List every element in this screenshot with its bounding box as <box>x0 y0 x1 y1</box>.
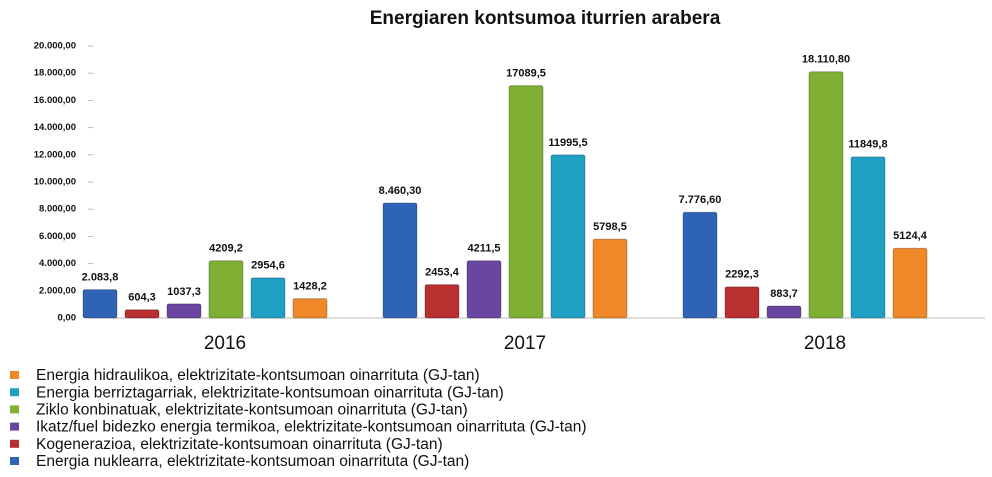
bar <box>250 277 286 319</box>
x-tick-label: 2018 <box>804 333 846 354</box>
value-label: 2954,6 <box>251 260 285 272</box>
legend-label: Energia berriztagarriak, elektrizitate-k… <box>36 384 504 401</box>
bar <box>382 202 418 319</box>
value-label: 17089,5 <box>506 67 546 79</box>
value-label: 18.110,80 <box>802 54 850 66</box>
value-label: 11995,5 <box>548 137 587 149</box>
y-tick-label: 4.000,00 <box>39 258 76 269</box>
value-label: 5798,5 <box>593 221 627 233</box>
y-tick-label: 20.000,00 <box>34 41 76 52</box>
legend-swatch <box>10 388 19 397</box>
legend-swatch <box>10 405 19 414</box>
bar <box>166 303 202 319</box>
y-tick-label: 16.000,00 <box>34 95 76 106</box>
bar <box>208 260 244 319</box>
legend-label: Ziklo konbinatuak, elektrizitate-kontsum… <box>36 401 468 418</box>
y-tick-label: 8.000,00 <box>39 204 76 215</box>
y-tick-label: 10.000,00 <box>34 177 76 188</box>
bar <box>850 156 886 319</box>
value-label: 883,7 <box>770 288 798 300</box>
value-label: 4211,5 <box>467 243 500 255</box>
value-label: 11849,8 <box>848 139 887 151</box>
bar <box>292 298 328 319</box>
legend-label: Ikatz/fuel bidezko energia termikoa, ele… <box>36 419 587 436</box>
x-tick-label: 2016 <box>204 333 246 354</box>
y-tick-label: 2.000,00 <box>39 285 76 296</box>
value-label: 1428,2 <box>293 280 327 292</box>
chart-title: Energiaren kontsumoa iturrien arabera <box>370 8 721 29</box>
value-label: 2292,3 <box>725 269 759 281</box>
bar <box>466 260 502 319</box>
bar <box>724 286 760 319</box>
bar <box>124 309 160 319</box>
legend-label: Energia hidraulikoa, elektrizitate-konts… <box>36 367 480 384</box>
value-label: 1037,3 <box>167 286 201 298</box>
bar <box>808 71 844 319</box>
value-label: 2453,4 <box>425 267 460 279</box>
bar <box>766 305 802 319</box>
y-tick-label: 18.000,00 <box>34 68 76 79</box>
y-tick-label: 14.000,00 <box>34 122 76 133</box>
bar <box>550 154 586 319</box>
bar <box>682 211 718 319</box>
value-label: 8.460,30 <box>379 185 422 197</box>
bar <box>508 85 544 319</box>
value-label: 604,3 <box>128 292 156 304</box>
legend-label: Kogenerazioa, elektrizitate-kontsumoan o… <box>36 436 443 453</box>
y-tick-label: 0,00 <box>58 313 77 324</box>
bar <box>82 289 118 319</box>
y-tick-label: 6.000,00 <box>39 231 76 242</box>
bar <box>892 247 928 319</box>
legend-swatch <box>10 439 19 448</box>
legend-label: Energia nuklearra, elektrizitate-kontsum… <box>36 453 469 470</box>
legend-swatch <box>10 422 19 431</box>
legend-swatch <box>10 371 19 379</box>
value-label: 7.776,60 <box>679 194 722 206</box>
bar <box>592 238 628 319</box>
y-tick-label: 12.000,00 <box>34 149 76 160</box>
value-label: 5124,4 <box>893 230 928 242</box>
value-label: 2.083,8 <box>82 272 119 284</box>
x-tick-label: 2017 <box>504 333 546 354</box>
legend-swatch <box>10 457 19 465</box>
value-label: 4209,2 <box>209 243 243 255</box>
bar <box>424 284 460 319</box>
